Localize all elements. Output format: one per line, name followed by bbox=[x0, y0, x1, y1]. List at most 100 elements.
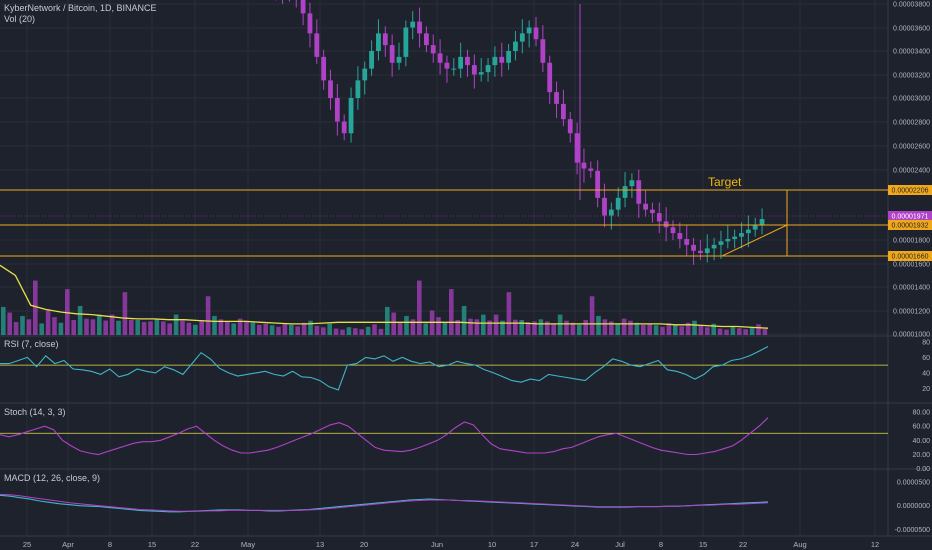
price-tick-label: 0.00001000 bbox=[893, 332, 930, 339]
time-tick-label: 8 bbox=[108, 540, 112, 549]
target-drawing[interactable] bbox=[721, 190, 788, 257]
candle-body bbox=[348, 98, 354, 134]
volume-bar bbox=[532, 321, 537, 335]
candle-body bbox=[321, 56, 327, 81]
volume-bar bbox=[743, 329, 748, 335]
candle-body bbox=[376, 33, 381, 51]
volume-bar bbox=[154, 319, 160, 335]
volume-bar bbox=[333, 328, 339, 335]
price-tick-label: 0.00001200 bbox=[893, 309, 930, 316]
volume-bar bbox=[602, 319, 608, 335]
volume-bar bbox=[749, 326, 755, 335]
symbol-legend[interactable]: KyberNetwork / Bitcoin, 1D, BINANCE bbox=[4, 3, 157, 13]
volume-bar bbox=[698, 325, 704, 335]
volume-bar bbox=[461, 305, 467, 335]
stoch-tick-label: 40.00 bbox=[912, 438, 930, 445]
volume-bar bbox=[583, 320, 588, 335]
candle-body bbox=[300, 0, 306, 14]
candle-body bbox=[711, 244, 717, 249]
price-tick-label: 0.00002400 bbox=[893, 168, 930, 175]
candle-body bbox=[704, 248, 710, 254]
volume-bar bbox=[385, 306, 390, 335]
macd-tick-label: -0.0000500 bbox=[895, 527, 931, 534]
stoch-legend[interactable]: Stoch (14, 3, 3) bbox=[4, 407, 66, 417]
candle-body bbox=[561, 103, 566, 120]
target-price-badge bbox=[888, 185, 932, 195]
candle-body bbox=[451, 68, 457, 70]
volume-bar bbox=[205, 296, 211, 335]
macd-legend[interactable]: MACD (12, 26, close, 9) bbox=[4, 473, 101, 483]
stoch-tick-label: 60.00 bbox=[912, 424, 930, 431]
volume-bar bbox=[519, 320, 524, 335]
volume-bar bbox=[756, 324, 761, 335]
volume-bar bbox=[84, 318, 89, 335]
volume-bar bbox=[141, 322, 147, 335]
candle-body bbox=[382, 33, 388, 46]
volume-bar bbox=[109, 314, 115, 335]
rsi-tick-label: 80 bbox=[922, 339, 930, 346]
candle-body bbox=[574, 133, 580, 163]
volume-bar bbox=[436, 317, 441, 335]
volume-bar bbox=[346, 327, 352, 335]
volume-bar bbox=[711, 323, 716, 335]
volume-bar bbox=[180, 320, 185, 335]
candle-body bbox=[355, 80, 361, 98]
price-tick-label: 0.00002600 bbox=[893, 144, 930, 151]
candle-body bbox=[499, 56, 505, 63]
volume-bar bbox=[71, 320, 76, 335]
volume-bar bbox=[685, 322, 691, 335]
time-tick-label: 8 bbox=[659, 540, 663, 549]
volume-bar bbox=[148, 321, 153, 335]
volume-bar bbox=[52, 317, 57, 335]
candle-body bbox=[533, 27, 539, 40]
price-tick-label: 0.00003600 bbox=[893, 26, 930, 33]
volume-bar bbox=[90, 319, 96, 335]
candle-body bbox=[362, 68, 368, 81]
candle-body bbox=[334, 98, 340, 122]
time-tick-label: 15 bbox=[148, 540, 156, 549]
candle-body bbox=[471, 65, 477, 75]
volume-bar bbox=[39, 323, 44, 335]
resistance-price-label: 0.00001932 bbox=[892, 223, 929, 230]
candle-body bbox=[554, 92, 559, 104]
volume-bar bbox=[615, 323, 620, 335]
volume-bar bbox=[218, 319, 224, 335]
rsi-legend[interactable]: RSI (7, close) bbox=[4, 339, 59, 349]
volume-bar bbox=[33, 280, 38, 335]
target-price-label: 0.00002206 bbox=[892, 188, 929, 195]
volume-bar bbox=[308, 320, 313, 335]
volume-bar bbox=[596, 315, 601, 335]
volume-bar bbox=[116, 320, 121, 335]
volume-bar bbox=[577, 324, 582, 335]
target-annotation: Target bbox=[708, 175, 742, 189]
candle-body bbox=[485, 65, 491, 73]
volume-bar bbox=[705, 327, 710, 335]
current-price-badge bbox=[888, 211, 932, 221]
candle-body bbox=[752, 224, 758, 230]
time-tick-label: 10 bbox=[488, 540, 496, 549]
volume-ma-line bbox=[0, 264, 769, 329]
time-tick-label: 22 bbox=[739, 540, 747, 549]
candle-body bbox=[745, 229, 751, 234]
volume-bar bbox=[487, 320, 492, 335]
candle-body bbox=[417, 21, 422, 34]
volume-bar bbox=[410, 319, 416, 335]
price-tick-label: 0.00003200 bbox=[893, 73, 930, 80]
volume-bar bbox=[199, 320, 204, 335]
resistance-price-badge bbox=[888, 220, 932, 230]
volume-legend[interactable]: Vol (20) bbox=[4, 14, 36, 24]
volume-bar bbox=[673, 324, 678, 335]
candle-body bbox=[513, 41, 518, 51]
volume-bar bbox=[717, 328, 723, 335]
volume-bar bbox=[545, 321, 550, 335]
time-tick-label: 13 bbox=[316, 540, 324, 549]
rsi-tick-label: 40 bbox=[922, 370, 930, 377]
candle-body bbox=[567, 119, 573, 134]
candle-body bbox=[629, 180, 635, 187]
candle-body bbox=[444, 62, 450, 69]
price-tick-label: 0.00003800 bbox=[893, 2, 930, 9]
candle-body bbox=[588, 168, 594, 171]
candle-body bbox=[739, 233, 744, 237]
candle-body bbox=[526, 27, 532, 34]
